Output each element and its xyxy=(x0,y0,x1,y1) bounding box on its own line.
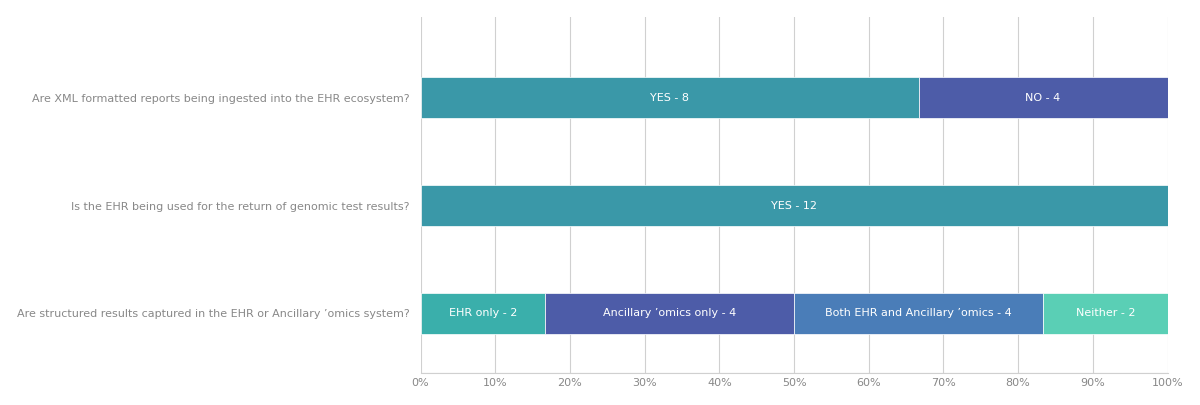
Text: EHR only - 2: EHR only - 2 xyxy=(449,309,517,318)
Text: Both EHR and Ancillary ’omics - 4: Both EHR and Ancillary ’omics - 4 xyxy=(826,309,1012,318)
Bar xyxy=(794,293,1043,334)
Bar xyxy=(918,77,1168,118)
Bar xyxy=(545,293,794,334)
Text: YES - 8: YES - 8 xyxy=(650,93,689,102)
Bar xyxy=(420,77,918,118)
Text: NO - 4: NO - 4 xyxy=(1026,93,1061,102)
Text: Ancillary ’omics only - 4: Ancillary ’omics only - 4 xyxy=(602,309,736,318)
Bar xyxy=(420,293,545,334)
Text: Neither - 2: Neither - 2 xyxy=(1075,309,1135,318)
Bar xyxy=(420,185,1168,226)
Text: YES - 12: YES - 12 xyxy=(772,200,817,211)
Bar xyxy=(1043,293,1168,334)
